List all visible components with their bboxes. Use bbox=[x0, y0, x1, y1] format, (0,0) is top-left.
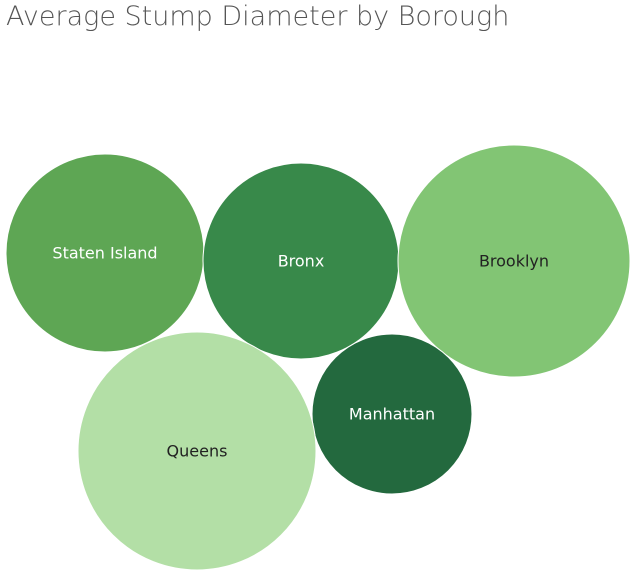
bubble-brooklyn[interactable] bbox=[397, 144, 631, 378]
chart-title: Average Stump Diameter by Borough bbox=[6, 1, 510, 32]
bubble-label-staten-island: Staten Island bbox=[52, 244, 157, 263]
bubble-queens[interactable] bbox=[77, 331, 317, 571]
bubble-label-queens: Queens bbox=[167, 442, 228, 461]
bubble-label-manhattan: Manhattan bbox=[349, 405, 435, 424]
bubble-label-brooklyn: Brooklyn bbox=[479, 252, 549, 271]
bubble-label-bronx: Bronx bbox=[278, 252, 325, 271]
bubble-manhattan[interactable] bbox=[311, 333, 473, 495]
